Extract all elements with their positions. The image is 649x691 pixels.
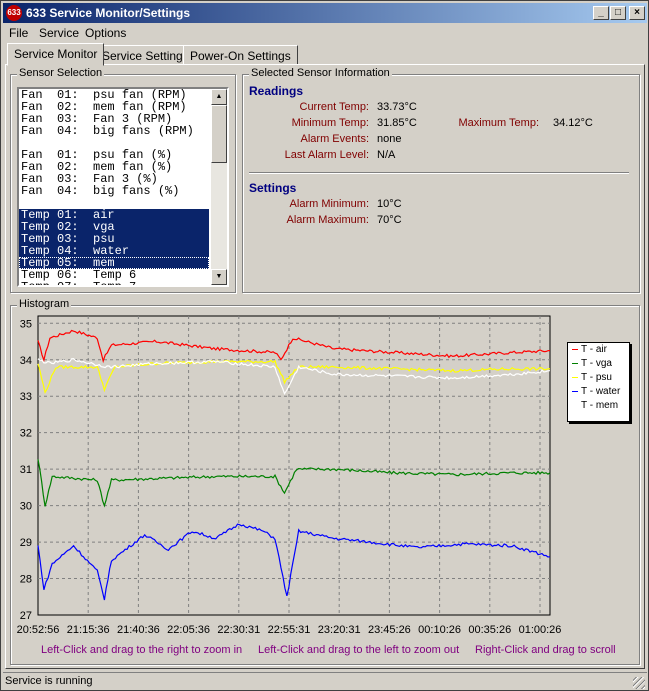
scroll-up-icon[interactable]: ▲ — [211, 89, 227, 105]
alarm-max-label: Alarm Maximum: — [286, 214, 369, 226]
settings-heading: Settings — [249, 181, 297, 195]
legend-entry: T - water — [568, 385, 629, 399]
title-bar[interactable]: 633 633 Service Monitor/Settings _ □ × — [3, 3, 647, 23]
sensor-list-item[interactable]: Fan 04: big fans (RPM) — [21, 124, 194, 138]
last-alarm-label: Last Alarm Level: — [284, 149, 369, 161]
legend-entry: T - vga — [568, 357, 629, 371]
alarm-min-value: 10°C — [377, 198, 402, 210]
scroll-down-icon[interactable]: ▼ — [211, 269, 227, 285]
sensor-list-item[interactable]: Fan 02: mem fan (%) — [21, 160, 173, 174]
alarm-events-label: Alarm Events: — [300, 133, 369, 145]
legend-label: T - mem — [581, 400, 619, 411]
maximize-button[interactable]: □ — [610, 6, 626, 20]
close-button[interactable]: × — [629, 6, 645, 20]
alarm-max-value: 70°C — [377, 214, 402, 226]
status-bar: Service is running — [3, 672, 647, 690]
sensor-list-item[interactable]: Fan 02: mem fan (RPM) — [21, 100, 187, 114]
sensor-list-item[interactable]: Temp 07: Temp 7 — [21, 280, 137, 287]
hint-zoom-in: Left-Click and drag to the right to zoom… — [41, 644, 243, 656]
sensor-list-item[interactable]: Fan 04: big fans (%) — [21, 184, 180, 198]
sensor-list-item[interactable]: Fan 03: Fan 3 (RPM) — [21, 112, 173, 126]
legend-label: T - water — [581, 386, 621, 397]
legend-swatch — [572, 404, 578, 406]
menu-file[interactable]: File — [9, 26, 29, 40]
sensor-list-item[interactable]: Fan 01: psu fan (RPM) — [21, 88, 187, 102]
minimum-temp-value: 31.85°C — [377, 117, 417, 129]
histogram-group: Histogram — [10, 298, 640, 665]
menu-service[interactable]: Service — [39, 26, 80, 40]
legend-entry: T - mem — [568, 399, 629, 413]
legend-swatch — [572, 362, 578, 364]
sensor-list-item[interactable]: Temp 04: water — [19, 245, 209, 257]
sensor-selection-label: Sensor Selection — [17, 67, 105, 79]
hint-zoom-out: Left-Click and drag to the left to zoom … — [258, 644, 460, 656]
hint-scroll: Right-Click and drag to scroll — [475, 644, 616, 656]
sensor-list-item[interactable]: Fan 03: Fan 3 (%) — [21, 172, 158, 186]
tab-service-monitor[interactable]: Service Monitor — [7, 43, 105, 66]
legend-label: T - vga — [581, 358, 612, 369]
legend-swatch — [572, 390, 578, 392]
sensor-list-item[interactable]: Temp 05: mem — [19, 257, 209, 269]
maximum-temp-label: Maximum Temp: — [458, 117, 539, 129]
histogram-label: Histogram — [17, 298, 72, 310]
sensor-info-group: Selected Sensor Information Readings Cur… — [242, 67, 640, 293]
minimize-button[interactable]: _ — [593, 6, 609, 20]
last-alarm-value: N/A — [377, 149, 396, 161]
resize-grip-icon[interactable] — [633, 677, 645, 689]
status-text: Service is running — [5, 675, 93, 687]
minimum-temp-label: Minimum Temp: — [291, 117, 369, 129]
menu-bar: File Service Options — [3, 24, 647, 42]
legend-entry: T - psu — [568, 371, 629, 385]
current-temp-value: 33.73°C — [377, 101, 417, 113]
sensor-selection-group: Sensor Selection Fan 01: psu fan (RPM) Fa… — [10, 67, 236, 293]
sensor-list-items: Fan 01: psu fan (RPM) Fan 02: mem fan (RP… — [19, 88, 209, 287]
chart-legend: T - air T - vga T - psu T - water T - mem — [567, 342, 630, 422]
scroll-thumb[interactable] — [211, 105, 227, 163]
sensor-list-item[interactable]: Temp 03: psu — [19, 233, 209, 245]
sensor-listbox[interactable]: Fan 01: psu fan (RPM) Fan 02: mem fan (RP… — [17, 87, 229, 287]
legend-swatch — [572, 348, 578, 350]
current-temp-label: Current Temp: — [299, 101, 370, 113]
legend-entry: T - air — [568, 343, 629, 357]
sensor-info-label: Selected Sensor Information — [249, 67, 392, 79]
menu-options[interactable]: Options — [85, 26, 127, 40]
sensor-list-item[interactable]: Temp 02: vga — [19, 221, 209, 233]
tab-service-settings[interactable]: Service Settings — [95, 45, 196, 65]
info-separator — [249, 172, 629, 174]
legend-swatch — [572, 376, 578, 378]
sensor-list-item[interactable]: Temp 01: air — [19, 209, 209, 221]
alarm-events-value: none — [377, 133, 402, 145]
readings-heading: Readings — [249, 84, 304, 98]
vertical-scrollbar[interactable]: ▲ ▼ — [211, 89, 227, 285]
service-monitor-panel: Sensor Selection Fan 01: psu fan (RPM) Fa… — [5, 64, 645, 669]
sensor-list-item[interactable]: Temp 06: Temp 6 — [21, 268, 137, 282]
window-title: 633 Service Monitor/Settings — [26, 6, 191, 20]
tab-power-on-settings[interactable]: Power-On Settings — [183, 45, 298, 65]
app-logo-icon: 633 — [6, 5, 22, 21]
legend-label: T - psu — [581, 372, 612, 383]
sensor-list-item[interactable]: Fan 01: psu fan (%) — [21, 148, 173, 162]
alarm-min-label: Alarm Minimum: — [289, 198, 369, 210]
maximum-temp-value: 34.12°C — [553, 117, 593, 129]
legend-label: T - air — [581, 344, 607, 355]
